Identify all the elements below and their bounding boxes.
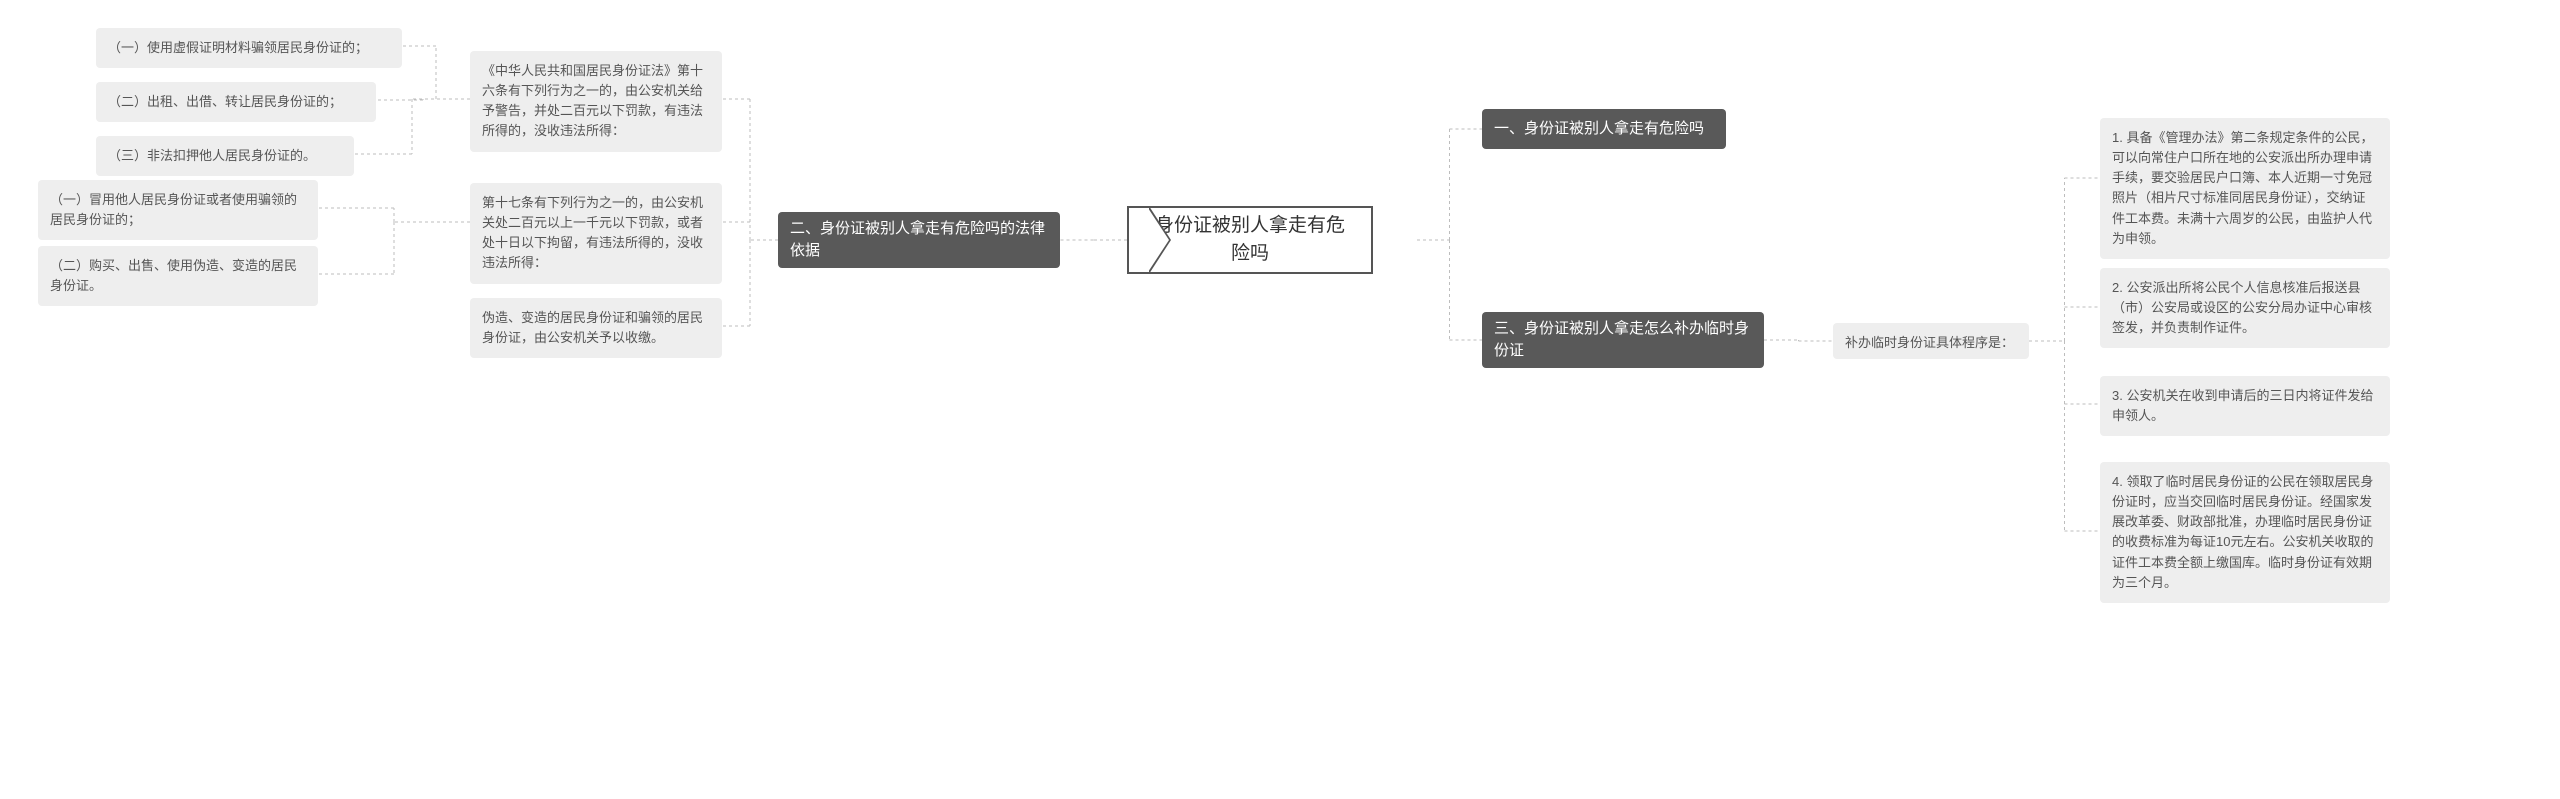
node-r3c1: 补办临时身份证具体程序是： [1833, 323, 2029, 359]
mindmap-stage: 身份证被别人拿走有危险吗 一、身份证被别人拿走有危险吗 三、身份证被别人拿走怎么… [0, 0, 2560, 799]
node-r3c1c: 3. 公安机关在收到申请后的三日内将证件发给申领人。 [2100, 376, 2390, 436]
center-node-wrap: 身份证被别人拿走有危险吗 [1127, 206, 1171, 274]
node-r3c1d: 4. 领取了临时居民身份证的公民在领取居民身份证时，应当交回临时居民身份证。经国… [2100, 462, 2390, 603]
node-l2a2: （二）出租、出借、转让居民身份证的； [96, 82, 376, 122]
center-text: 身份证被别人拿走有危险吗 [1151, 212, 1349, 269]
branch-r1: 一、身份证被别人拿走有危险吗 [1482, 109, 1726, 149]
node-r3c1a: 1. 具备《管理办法》第二条规定条件的公民，可以向常住户口所在地的公安派出所办理… [2100, 118, 2390, 259]
branch-l2: 二、身份证被别人拿走有危险吗的法律依据 [778, 212, 1060, 268]
node-l2a: 《中华人民共和国居民身份证法》第十六条有下列行为之一的，由公安机关给予警告，并处… [470, 51, 722, 152]
node-r3c1b: 2. 公安派出所将公民个人信息核准后报送县（市）公安局或设区的公安分局办证中心审… [2100, 268, 2390, 348]
node-l2b: 第十七条有下列行为之一的，由公安机关处二百元以上一千元以下罚款，或者处十日以下拘… [470, 183, 722, 284]
node-l2b1: （一）冒用他人居民身份证或者使用骗领的居民身份证的； [38, 180, 318, 240]
branch-r3: 三、身份证被别人拿走怎么补办临时身份证 [1482, 312, 1764, 368]
node-l2c: 伪造、变造的居民身份证和骗领的居民身份证，由公安机关予以收缴。 [470, 298, 722, 358]
center-tri-right [1149, 206, 1171, 274]
node-l2b2: （二）购买、出售、使用伪造、变造的居民身份证。 [38, 246, 318, 306]
node-l2a1: （一）使用虚假证明材料骗领居民身份证的； [96, 28, 402, 68]
node-l2a3: （三）非法扣押他人居民身份证的。 [96, 136, 354, 176]
